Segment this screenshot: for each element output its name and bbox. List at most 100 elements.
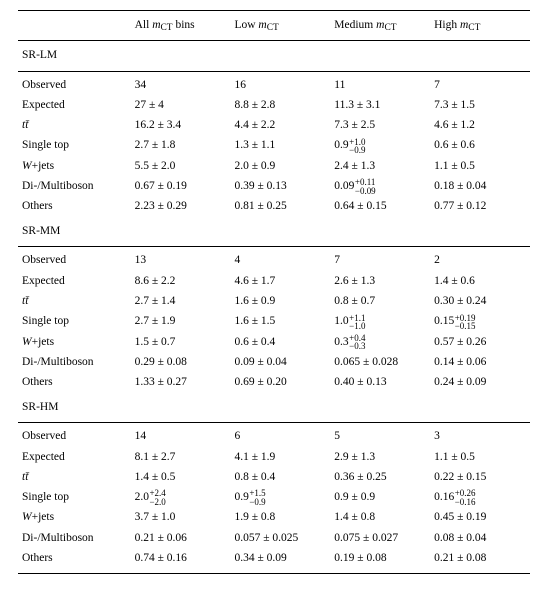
results-table: All mCT bins Low mCT Medium mCT High mCT… xyxy=(18,10,530,574)
cell: 34 xyxy=(131,71,231,95)
cell: 0.57 ± 0.26 xyxy=(430,332,530,352)
row-singletop: Single top2.7 ± 1.81.3 ± 1.10.9+1.0−0.90… xyxy=(18,136,530,156)
cell: 0.15+0.19−0.15 xyxy=(430,312,530,332)
row-ttbar: tt̄2.7 ± 1.41.6 ± 0.90.8 ± 0.70.30 ± 0.2… xyxy=(18,291,530,311)
row-observed: Observed14653 xyxy=(18,423,530,447)
section-header: SR-HM xyxy=(18,393,530,423)
cell: 0.08 ± 0.04 xyxy=(430,528,530,548)
cell: 0.6 ± 0.6 xyxy=(430,136,530,156)
cell: 6 xyxy=(230,423,330,447)
cell: 0.18 ± 0.04 xyxy=(430,176,530,196)
row-label: Expected xyxy=(18,95,131,115)
col-all: All mCT bins xyxy=(131,11,231,41)
cell: 1.4 ± 0.6 xyxy=(430,271,530,291)
row-label: tt̄ xyxy=(18,116,131,136)
row-label: W+jets xyxy=(18,156,131,176)
cell: 0.065 ± 0.028 xyxy=(330,353,430,373)
cell: 1.33 ± 0.27 xyxy=(131,373,231,393)
cell: 8.8 ± 2.8 xyxy=(230,95,330,115)
cell: 0.24 ± 0.09 xyxy=(430,373,530,393)
cell: 2.9 ± 1.3 xyxy=(330,447,430,467)
cell: 0.77 ± 0.12 xyxy=(430,197,530,217)
cell: 0.9+1.0−0.9 xyxy=(330,136,430,156)
cell: 2 xyxy=(430,247,530,271)
cell: 0.19 ± 0.08 xyxy=(330,548,430,573)
section-header: SR-LM xyxy=(18,41,530,71)
row-wjets: W+jets1.5 ± 0.70.6 ± 0.40.3+0.4−0.30.57 … xyxy=(18,332,530,352)
row-wjets: W+jets5.5 ± 2.02.0 ± 0.92.4 ± 1.31.1 ± 0… xyxy=(18,156,530,176)
cell: 0.21 ± 0.08 xyxy=(430,548,530,573)
cell: 0.9 ± 0.9 xyxy=(330,488,430,508)
cell: 0.6 ± 0.4 xyxy=(230,332,330,352)
cell: 0.075 ± 0.027 xyxy=(330,528,430,548)
cell: 13 xyxy=(131,247,231,271)
cell: 0.057 ± 0.025 xyxy=(230,528,330,548)
cell: 16.2 ± 3.4 xyxy=(131,116,231,136)
row-diboson: Di-/Multiboson0.21 ± 0.060.057 ± 0.0250.… xyxy=(18,528,530,548)
row-label: tt̄ xyxy=(18,291,131,311)
cell: 16 xyxy=(230,71,330,95)
cell: 5.5 ± 2.0 xyxy=(131,156,231,176)
cell: 11.3 ± 3.1 xyxy=(330,95,430,115)
row-label: Di-/Multiboson xyxy=(18,176,131,196)
cell: 1.3 ± 1.1 xyxy=(230,136,330,156)
col-low: Low mCT xyxy=(230,11,330,41)
row-label: W+jets xyxy=(18,508,131,528)
col-high: High mCT xyxy=(430,11,530,41)
cell: 14 xyxy=(131,423,231,447)
cell: 1.1 ± 0.5 xyxy=(430,156,530,176)
row-label: Observed xyxy=(18,247,131,271)
cell: 0.8 ± 0.4 xyxy=(230,467,330,487)
cell: 0.39 ± 0.13 xyxy=(230,176,330,196)
row-others: Others0.74 ± 0.160.34 ± 0.090.19 ± 0.080… xyxy=(18,548,530,573)
cell: 0.29 ± 0.08 xyxy=(131,353,231,373)
cell: 2.7 ± 1.8 xyxy=(131,136,231,156)
cell: 0.40 ± 0.13 xyxy=(330,373,430,393)
cell: 0.69 ± 0.20 xyxy=(230,373,330,393)
cell: 1.6 ± 1.5 xyxy=(230,312,330,332)
row-label: Others xyxy=(18,548,131,573)
row-expected: Expected27 ± 48.8 ± 2.811.3 ± 3.17.3 ± 1… xyxy=(18,95,530,115)
row-label: tt̄ xyxy=(18,467,131,487)
cell: 7.3 ± 2.5 xyxy=(330,116,430,136)
row-label: Expected xyxy=(18,447,131,467)
cell: 0.09+0.11−0.09 xyxy=(330,176,430,196)
cell: 0.9+1.5−0.9 xyxy=(230,488,330,508)
row-label: W+jets xyxy=(18,332,131,352)
cell: 0.14 ± 0.06 xyxy=(430,353,530,373)
cell: 8.1 ± 2.7 xyxy=(131,447,231,467)
cell: 11 xyxy=(330,71,430,95)
row-label: Single top xyxy=(18,488,131,508)
cell: 3.7 ± 1.0 xyxy=(131,508,231,528)
cell: 0.81 ± 0.25 xyxy=(230,197,330,217)
cell: 7.3 ± 1.5 xyxy=(430,95,530,115)
cell: 0.64 ± 0.15 xyxy=(330,197,430,217)
cell: 5 xyxy=(330,423,430,447)
row-label: Di-/Multiboson xyxy=(18,353,131,373)
cell: 7 xyxy=(330,247,430,271)
row-label: Observed xyxy=(18,423,131,447)
row-expected: Expected8.1 ± 2.74.1 ± 1.92.9 ± 1.31.1 ±… xyxy=(18,447,530,467)
cell: 4.1 ± 1.9 xyxy=(230,447,330,467)
cell: 2.7 ± 1.9 xyxy=(131,312,231,332)
col-med: Medium mCT xyxy=(330,11,430,41)
cell: 2.6 ± 1.3 xyxy=(330,271,430,291)
cell: 4 xyxy=(230,247,330,271)
row-label: Single top xyxy=(18,312,131,332)
cell: 2.4 ± 1.3 xyxy=(330,156,430,176)
row-ttbar: tt̄16.2 ± 3.44.4 ± 2.27.3 ± 2.54.6 ± 1.2 xyxy=(18,116,530,136)
cell: 0.16+0.26−0.16 xyxy=(430,488,530,508)
cell: 1.5 ± 0.7 xyxy=(131,332,231,352)
row-wjets: W+jets3.7 ± 1.01.9 ± 0.81.4 ± 0.80.45 ± … xyxy=(18,508,530,528)
section-header: SR-MM xyxy=(18,217,530,247)
cell: 2.23 ± 0.29 xyxy=(131,197,231,217)
row-diboson: Di-/Multiboson0.29 ± 0.080.09 ± 0.040.06… xyxy=(18,353,530,373)
row-label: Observed xyxy=(18,71,131,95)
cell: 0.3+0.4−0.3 xyxy=(330,332,430,352)
cell: 0.34 ± 0.09 xyxy=(230,548,330,573)
cell: 0.8 ± 0.7 xyxy=(330,291,430,311)
row-label: Others xyxy=(18,373,131,393)
cell: 0.36 ± 0.25 xyxy=(330,467,430,487)
row-singletop: Single top2.0+2.4−2.00.9+1.5−0.90.9 ± 0.… xyxy=(18,488,530,508)
row-others: Others1.33 ± 0.270.69 ± 0.200.40 ± 0.130… xyxy=(18,373,530,393)
